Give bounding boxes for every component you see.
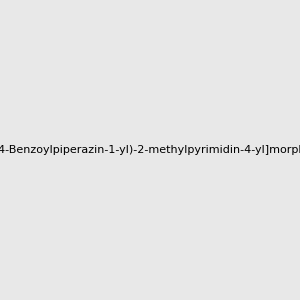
Text: 4-[6-(4-Benzoylpiperazin-1-yl)-2-methylpyrimidin-4-yl]morpholine: 4-[6-(4-Benzoylpiperazin-1-yl)-2-methylp… <box>0 145 300 155</box>
